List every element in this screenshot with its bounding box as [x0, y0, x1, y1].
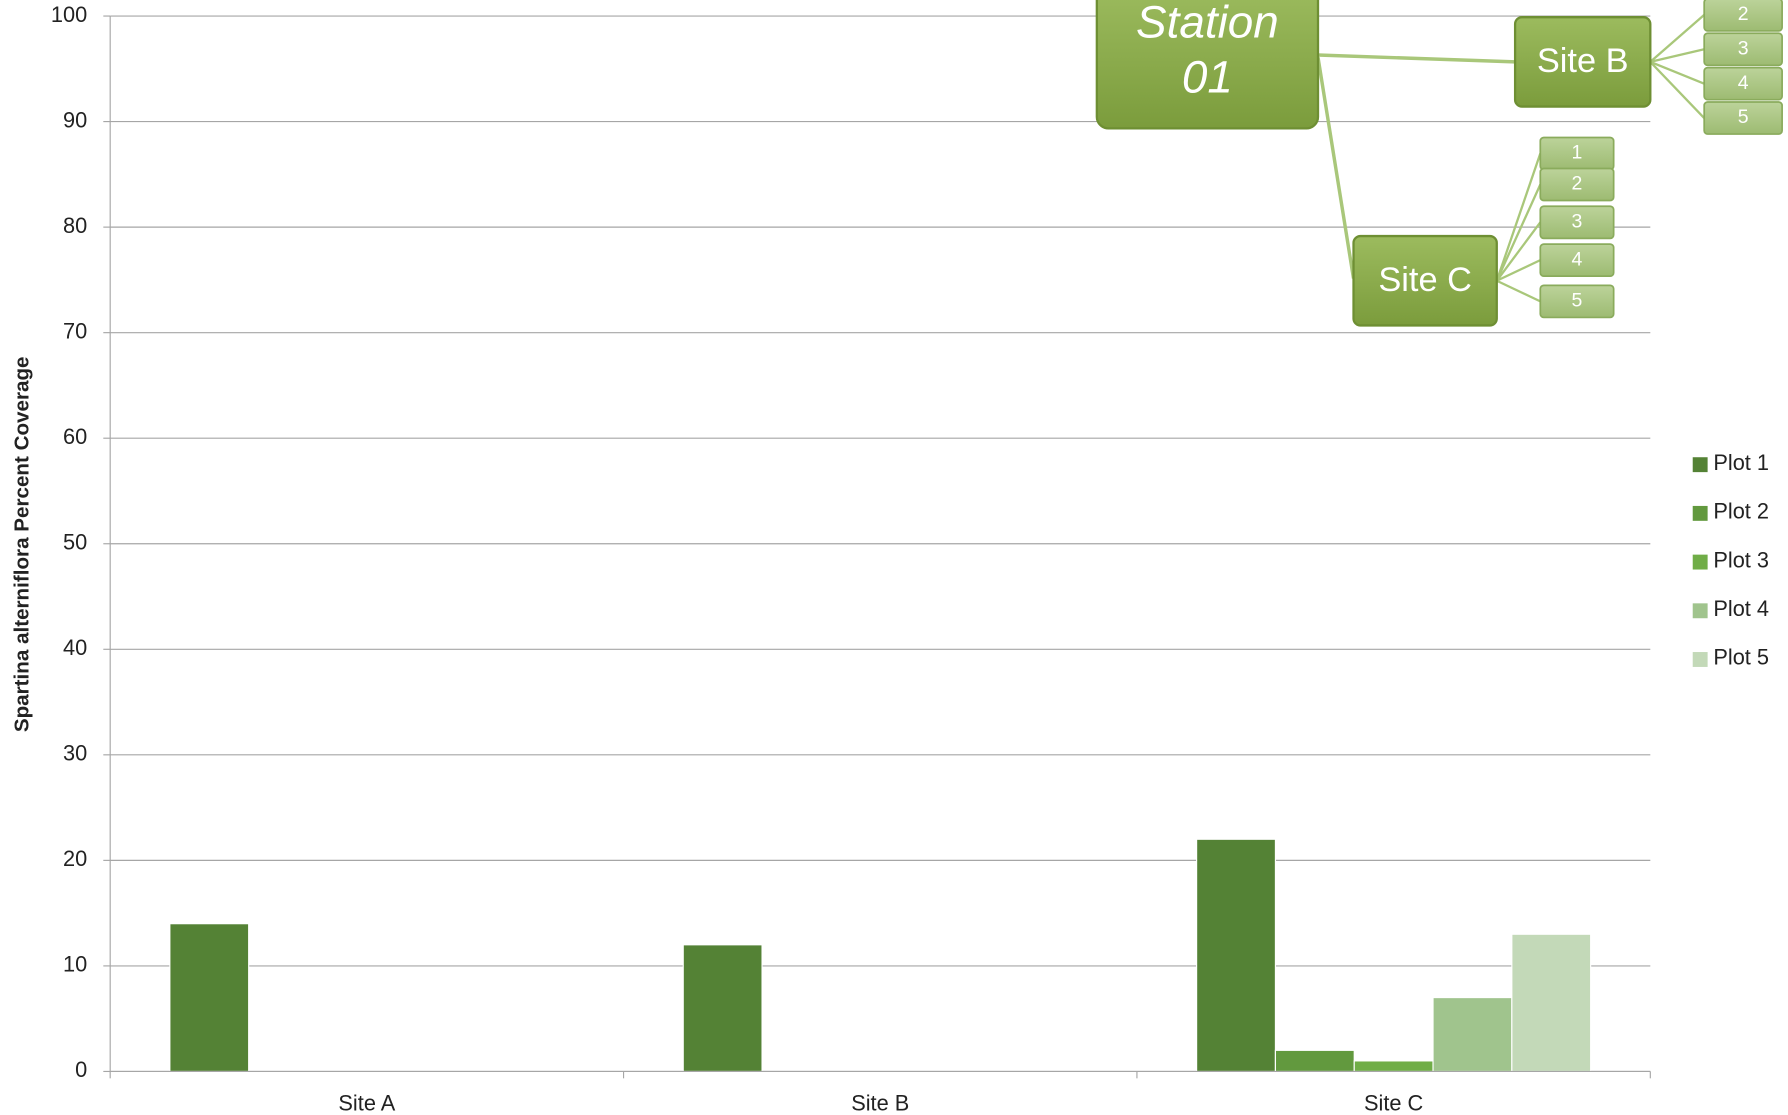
y-tick-label: 100 [51, 2, 87, 27]
y-tick-label: 40 [63, 635, 87, 660]
legend-swatch [1693, 457, 1708, 472]
x-tick-label: Site C [1364, 1090, 1423, 1115]
bar [1354, 1061, 1433, 1072]
root-label: Station [1136, 0, 1279, 47]
y-tick-label: 80 [63, 213, 87, 238]
bar [1275, 1050, 1354, 1071]
bar [170, 924, 249, 1072]
y-tick-label: 10 [63, 952, 87, 977]
connector [1497, 281, 1541, 302]
x-tick-label: Site B [851, 1090, 909, 1115]
legend-label: Plot 2 [1713, 499, 1769, 524]
y-tick-label: 90 [63, 107, 87, 132]
legend-swatch [1693, 506, 1708, 521]
plot-label: 1 [1572, 142, 1583, 164]
connector [1318, 55, 1515, 62]
y-axis-title: Spartina alterniflora Percent Coverage [11, 356, 34, 732]
plot-label: 2 [1572, 173, 1583, 195]
connector [1650, 62, 1704, 118]
site-label: Site C [1378, 261, 1472, 299]
y-tick-label: 30 [63, 741, 87, 766]
plot-label: 4 [1572, 248, 1583, 270]
plot-label: 5 [1572, 290, 1583, 312]
x-tick-label: Site A [338, 1090, 395, 1115]
root-label: 01 [1182, 51, 1233, 102]
plot-label: 3 [1572, 210, 1583, 232]
plot-label: 5 [1738, 106, 1749, 128]
plot-label: 4 [1738, 72, 1749, 94]
legend-swatch [1693, 652, 1708, 667]
y-tick-label: 20 [63, 846, 87, 871]
legend-label: Plot 3 [1713, 547, 1769, 572]
bar [1512, 934, 1591, 1071]
legend-label: Plot 5 [1713, 645, 1769, 670]
legend-swatch [1693, 603, 1708, 618]
bar [1433, 998, 1512, 1072]
legend-label: Plot 1 [1713, 450, 1769, 475]
y-tick-label: 50 [63, 529, 87, 554]
connector [1318, 57, 1354, 278]
legend-label: Plot 4 [1713, 596, 1769, 621]
connector [1497, 154, 1541, 281]
bar [1197, 839, 1276, 1071]
legend-swatch [1693, 555, 1708, 570]
plot-label: 2 [1738, 3, 1749, 25]
plot-label: 3 [1738, 37, 1749, 59]
y-tick-label: 0 [75, 1057, 87, 1082]
y-tick-label: 70 [63, 318, 87, 343]
chart: Spartina alterniflora Percent Coverage 0… [0, 0, 1788, 1115]
site-label: Site B [1537, 42, 1629, 80]
bar [683, 945, 762, 1072]
connector [1650, 62, 1704, 84]
y-tick-label: 60 [63, 424, 87, 449]
